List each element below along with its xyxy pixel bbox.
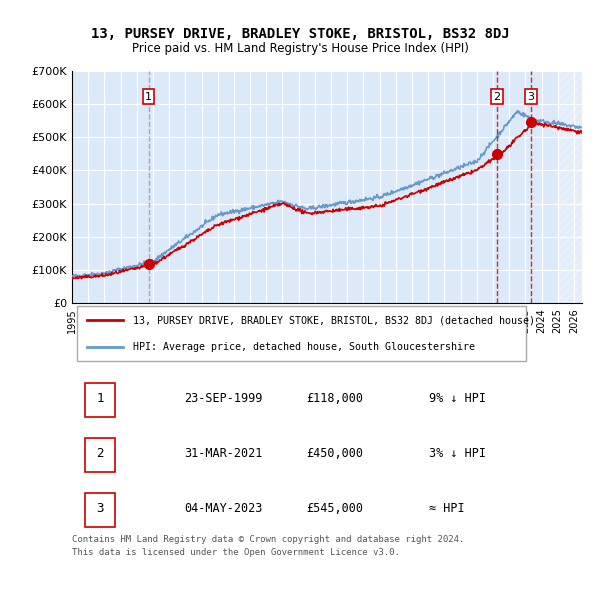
Text: 04-MAY-2023: 04-MAY-2023: [184, 502, 263, 514]
Text: HPI: Average price, detached house, South Gloucestershire: HPI: Average price, detached house, Sout…: [133, 342, 475, 352]
Text: 2: 2: [96, 447, 104, 460]
Text: 1: 1: [145, 91, 152, 101]
FancyBboxPatch shape: [85, 438, 115, 472]
Text: 2: 2: [493, 91, 500, 101]
Text: Contains HM Land Registry data © Crown copyright and database right 2024.
This d: Contains HM Land Registry data © Crown c…: [72, 535, 464, 557]
Text: £450,000: £450,000: [307, 447, 364, 460]
Text: 31-MAR-2021: 31-MAR-2021: [184, 447, 263, 460]
FancyBboxPatch shape: [85, 383, 115, 417]
Text: 3: 3: [527, 91, 535, 101]
Text: £545,000: £545,000: [307, 502, 364, 514]
Text: ≈ HPI: ≈ HPI: [429, 502, 464, 514]
Text: Price paid vs. HM Land Registry's House Price Index (HPI): Price paid vs. HM Land Registry's House …: [131, 42, 469, 55]
FancyBboxPatch shape: [85, 493, 115, 527]
Text: 13, PURSEY DRIVE, BRADLEY STOKE, BRISTOL, BS32 8DJ (detached house): 13, PURSEY DRIVE, BRADLEY STOKE, BRISTOL…: [133, 315, 535, 325]
Text: £118,000: £118,000: [307, 392, 364, 405]
Text: 3% ↓ HPI: 3% ↓ HPI: [429, 447, 486, 460]
Text: 1: 1: [96, 392, 104, 405]
Text: 9% ↓ HPI: 9% ↓ HPI: [429, 392, 486, 405]
Text: 13, PURSEY DRIVE, BRADLEY STOKE, BRISTOL, BS32 8DJ: 13, PURSEY DRIVE, BRADLEY STOKE, BRISTOL…: [91, 27, 509, 41]
Text: 23-SEP-1999: 23-SEP-1999: [184, 392, 263, 405]
Text: 3: 3: [96, 502, 104, 514]
FancyBboxPatch shape: [77, 306, 526, 361]
Bar: [558, 71, 582, 303]
